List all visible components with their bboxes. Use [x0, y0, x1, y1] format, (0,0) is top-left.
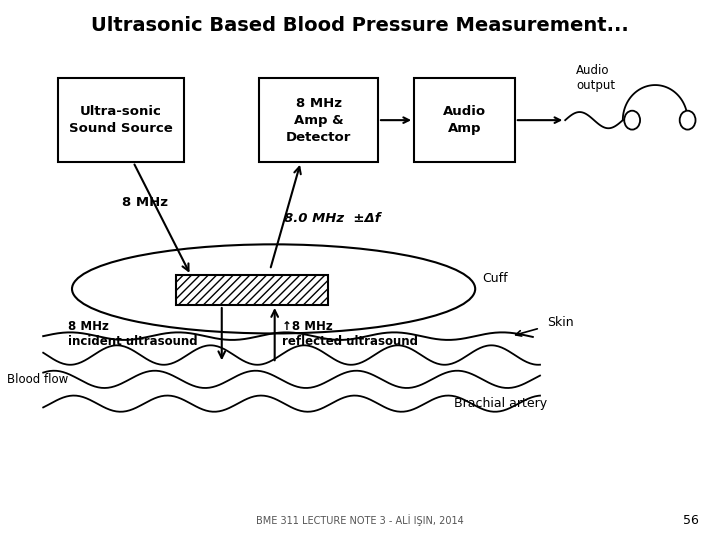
Bar — [414, 78, 515, 162]
Bar — [58, 78, 184, 162]
Text: 8.0 MHz  ±Δf: 8.0 MHz ±Δf — [284, 212, 381, 225]
Ellipse shape — [72, 244, 475, 333]
Bar — [259, 78, 378, 162]
Text: Ultrasonic Based Blood Pressure Measurement...: Ultrasonic Based Blood Pressure Measurem… — [91, 16, 629, 35]
Text: Ultra-sonic
Sound Source: Ultra-sonic Sound Source — [68, 105, 173, 135]
Text: Audio
Amp: Audio Amp — [443, 105, 486, 135]
Text: Brachial artery: Brachial artery — [454, 397, 546, 410]
Text: Audio
output: Audio output — [576, 64, 615, 92]
Text: 56: 56 — [683, 514, 698, 526]
Bar — [176, 275, 328, 305]
Text: Cuff: Cuff — [482, 272, 508, 285]
Text: 8 MHz
Amp &
Detector: 8 MHz Amp & Detector — [286, 97, 351, 144]
Text: 8 MHz: 8 MHz — [122, 196, 168, 209]
Ellipse shape — [680, 111, 696, 130]
Text: 8 MHz
incident ultrasound: 8 MHz incident ultrasound — [68, 320, 198, 348]
Text: Blood flow: Blood flow — [7, 373, 68, 386]
Ellipse shape — [624, 111, 640, 130]
Bar — [176, 275, 328, 305]
Text: BME 311 LECTURE NOTE 3 - ALİ IŞIN, 2014: BME 311 LECTURE NOTE 3 - ALİ IŞIN, 2014 — [256, 515, 464, 526]
Text: Skin: Skin — [547, 316, 574, 329]
Text: ↑8 MHz
reflected ultrasound: ↑8 MHz reflected ultrasound — [282, 320, 418, 348]
